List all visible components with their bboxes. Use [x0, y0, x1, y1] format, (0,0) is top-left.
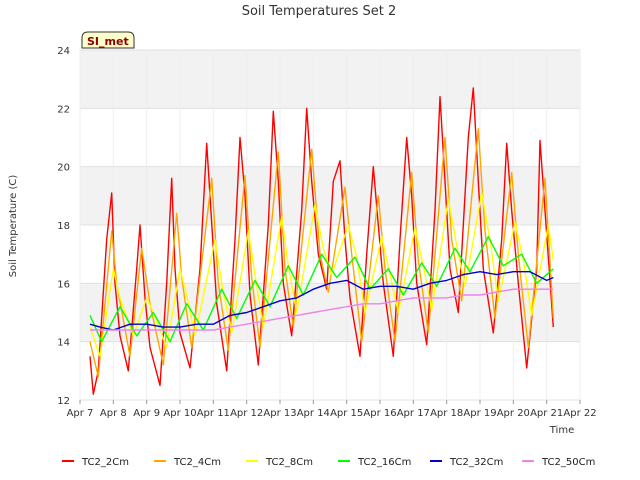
x-tick-label: Apr 15: [330, 408, 363, 419]
x-tick-label: Apr 14: [297, 408, 330, 419]
plot-band: [80, 50, 580, 109]
y-tick-label: 18: [57, 221, 70, 232]
plot-band: [80, 166, 580, 225]
y-tick-label: 14: [57, 338, 70, 349]
series-line-tc2-8cm: [89, 192, 554, 357]
site-badge: SI_met: [81, 31, 135, 49]
plot-band: [80, 341, 580, 400]
series-line-tc2-50cm: [90, 288, 554, 331]
x-tick-label: Apr 16: [363, 408, 396, 419]
y-tick-label: 22: [57, 104, 70, 115]
legend-item-label: TC2_4Cm: [173, 457, 221, 468]
y-tick-label: 12: [57, 396, 70, 407]
x-tick-label: Apr 21: [530, 408, 563, 419]
legend-item-label: TC2_16Cm: [357, 457, 411, 468]
x-axis-label: Time: [549, 425, 574, 436]
y-axis-label: Soil Temperature (C): [8, 175, 19, 278]
x-tick-label: Apr 19: [463, 408, 496, 419]
site-badge-label: SI_met: [87, 35, 129, 48]
y-tick-label: 24: [57, 46, 70, 57]
plot-band: [80, 108, 580, 167]
x-tick-label: Apr 17: [397, 408, 430, 419]
x-tick-label: Apr 11: [197, 408, 230, 419]
x-tick-label: Apr 8: [100, 408, 127, 419]
legend: TC2_2Cm TC2_4Cm TC2_8Cm TC2_16Cm TC2_32Cm TC2…: [62, 457, 595, 468]
x-tick-label: Apr 20: [497, 408, 530, 419]
legend-item-label: TC2_50Cm: [541, 457, 595, 468]
y-axis-ticks: 12 14 16 18 20 22 24: [57, 46, 70, 407]
series-lines: [89, 87, 554, 395]
chart-title: Soil Temperatures Set 2: [242, 4, 397, 19]
y-tick-label: 20: [57, 163, 70, 174]
x-tick-label: Apr 22: [563, 408, 596, 419]
x-tick-label: Apr 18: [430, 408, 463, 419]
plot-band: [80, 283, 580, 342]
site-badge-shape: [81, 31, 135, 49]
series-line-tc2-16cm: [89, 235, 554, 343]
x-axis-ticks: Apr 7 Apr 8 Apr 9 Apr 10 Apr 11 Apr 12 Apr 13 A…: [67, 400, 597, 419]
x-tick-label: Apr 13: [263, 408, 296, 419]
x-tick-label: Apr 12: [230, 408, 263, 419]
x-tick-label: Apr 9: [133, 408, 160, 419]
x-tick-label: Apr 7: [67, 408, 94, 419]
legend-item-label: TC2_2Cm: [81, 457, 129, 468]
y-tick-label: 16: [57, 279, 70, 290]
series-line-tc2-32cm: [89, 271, 554, 331]
series-line-tc2-4cm: [89, 128, 554, 378]
legend-item-label: TC2_8Cm: [265, 457, 313, 468]
series-line-tc2-2cm: [89, 87, 554, 395]
x-tick-label: Apr 10: [163, 408, 196, 419]
legend-item-label: TC2_32Cm: [449, 457, 503, 468]
